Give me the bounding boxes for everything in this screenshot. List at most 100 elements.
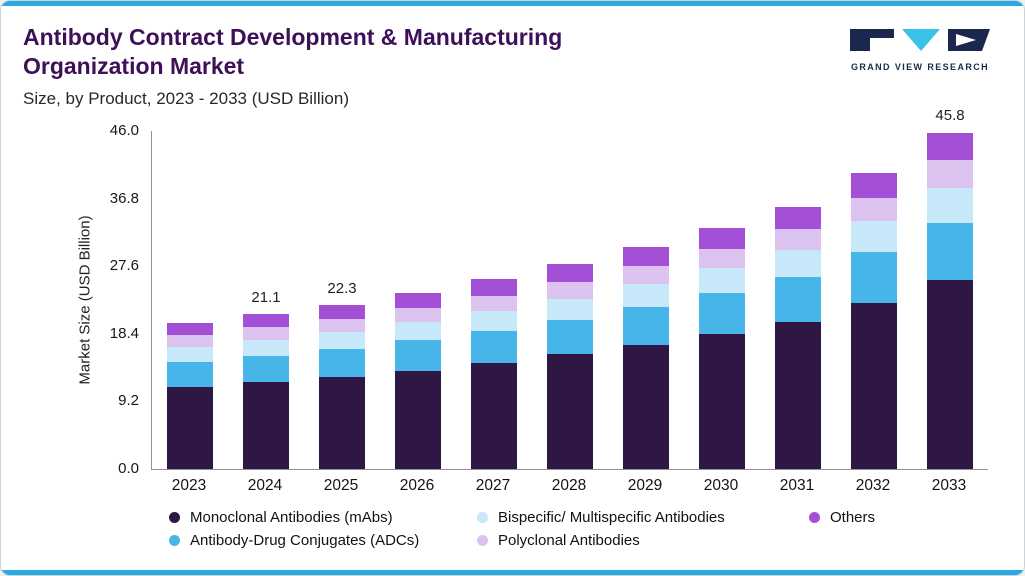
- x-axis-tick-label: 2031: [779, 477, 815, 494]
- bar-segment: [243, 327, 289, 340]
- bar-segment: [243, 382, 289, 469]
- legend-item: Polyclonal Antibodies: [477, 532, 809, 549]
- legend-marker-icon: [477, 535, 488, 546]
- bar-column-2028: [532, 131, 608, 469]
- bar-segment: [547, 298, 593, 320]
- bar-value-label: 45.8: [935, 107, 965, 125]
- bar-segment: [243, 355, 289, 383]
- bar-segment: [699, 228, 745, 249]
- legend-marker-icon: [477, 512, 488, 523]
- y-axis-tick-label: 46.0: [109, 122, 139, 139]
- x-axis-tick-label: 2027: [475, 477, 511, 494]
- stacked-bar-2032: [851, 172, 897, 469]
- bar-column-2033: 45.8: [912, 107, 988, 469]
- bar-segment: [699, 292, 745, 334]
- bar-segment: [395, 340, 441, 371]
- legend-marker-icon: [809, 512, 820, 523]
- legend-label: Polyclonal Antibodies: [498, 532, 640, 549]
- bar-column-2026: [380, 131, 456, 469]
- legend-label: Bispecific/ Multispecific Antibodies: [498, 509, 725, 526]
- bar-segment: [319, 319, 365, 333]
- bar-segment: [623, 247, 669, 267]
- bar-segment: [623, 283, 669, 308]
- bar-segment: [775, 277, 821, 323]
- bar-column-2023: [152, 131, 228, 469]
- stacked-bar-2029: [623, 247, 669, 469]
- bar-segment: [547, 319, 593, 355]
- legend-marker-icon: [169, 535, 180, 546]
- bar-segment: [319, 332, 365, 350]
- bar-segment: [243, 314, 289, 328]
- legend-marker-icon: [169, 512, 180, 523]
- x-axis-tick-label: 2023: [171, 477, 207, 494]
- bar-column-2027: [456, 131, 532, 469]
- bar-segment: [927, 160, 973, 188]
- bar-segment: [775, 228, 821, 251]
- legend-label: Others: [830, 509, 876, 526]
- company-logo: GRAND VIEW RESEARCH: [842, 27, 998, 72]
- y-axis-tick-labels: 0.0 9.2 18.4 27.6 36.8 46.0: [89, 122, 139, 477]
- bar-segment: [471, 311, 517, 331]
- chart-subtitle: Size, by Product, 2023 - 2033 (USD Billi…: [23, 88, 349, 108]
- y-axis-tick-label: 18.4: [109, 324, 139, 342]
- bar-segment: [851, 197, 897, 222]
- legend-item: Bispecific/ Multispecific Antibodies: [477, 509, 809, 526]
- stacked-bar-2023: [167, 322, 213, 469]
- bar-segment: [167, 322, 213, 336]
- bar-segment: [395, 293, 441, 309]
- bar-segment: [395, 322, 441, 341]
- bar-segment: [319, 349, 365, 378]
- bar-segment: [471, 363, 517, 469]
- bar-segment: [851, 221, 897, 253]
- bar-segment: [319, 377, 365, 469]
- bar-segment: [927, 132, 973, 161]
- bar-segment: [927, 280, 973, 469]
- y-axis-tick-label: 0.0: [118, 460, 139, 477]
- bar-segment: [699, 267, 745, 293]
- x-axis-tick-label: 2024: [247, 477, 283, 494]
- bar-segment: [623, 344, 669, 469]
- bar-segment: [471, 279, 517, 296]
- x-axis-tick-label: 2030: [703, 477, 739, 494]
- bar-segment: [699, 333, 745, 469]
- legend-label: Monoclonal Antibodies (mAbs): [190, 509, 393, 526]
- bar-column-2031: [760, 131, 836, 469]
- legend-item: Monoclonal Antibodies (mAbs): [169, 509, 477, 526]
- bar-segment: [699, 248, 745, 268]
- chart-title: Antibody Contract Development & Manufact…: [23, 24, 563, 80]
- top-accent-bar: [1, 1, 1024, 6]
- stacked-bar-2031: [775, 206, 821, 469]
- bar-segment: [851, 302, 897, 469]
- chart-legend: Monoclonal Antibodies (mAbs) Bispecific/ …: [169, 509, 875, 555]
- bar-segment: [851, 172, 897, 198]
- x-axis-tick-label: 2028: [551, 477, 587, 494]
- bar-segment: [775, 206, 821, 229]
- plot-area: 21.1 22.3 45.8: [151, 107, 988, 470]
- x-axis-tick-label: 2029: [627, 477, 663, 494]
- stacked-bar-2025: [319, 305, 365, 469]
- bar-segment: [167, 362, 213, 388]
- bar-segment: [547, 264, 593, 282]
- x-axis-tick-label: 2033: [931, 477, 967, 494]
- bar-segment: [623, 307, 669, 345]
- grand-view-research-logo-icon: [850, 29, 990, 51]
- legend-row: Antibody-Drug Conjugates (ADCs) Polyclona…: [169, 532, 875, 549]
- bar-segment: [471, 330, 517, 364]
- bar-column-2029: [608, 131, 684, 469]
- stacked-bar-2028: [547, 264, 593, 469]
- bar-segment: [167, 387, 213, 469]
- x-axis-tick-labels: 2023 2024 2025 2026 2027 2028 2029 2030 2031 2032…: [151, 477, 987, 495]
- legend-label: Antibody-Drug Conjugates (ADCs): [190, 532, 420, 549]
- bar-segment: [851, 252, 897, 303]
- y-axis-tick-label: 9.2: [118, 392, 139, 410]
- stacked-bar-2030: [699, 228, 745, 469]
- bar-segment: [471, 295, 517, 312]
- chart-header: Antibody Contract Development & Manufact…: [23, 23, 673, 109]
- bar-segment: [167, 347, 213, 363]
- bar-column-2030: [684, 131, 760, 469]
- bar-segment: [319, 305, 365, 320]
- bar-segment: [547, 354, 593, 469]
- y-axis-tick-label: 36.8: [109, 189, 139, 207]
- bar-segment: [775, 250, 821, 278]
